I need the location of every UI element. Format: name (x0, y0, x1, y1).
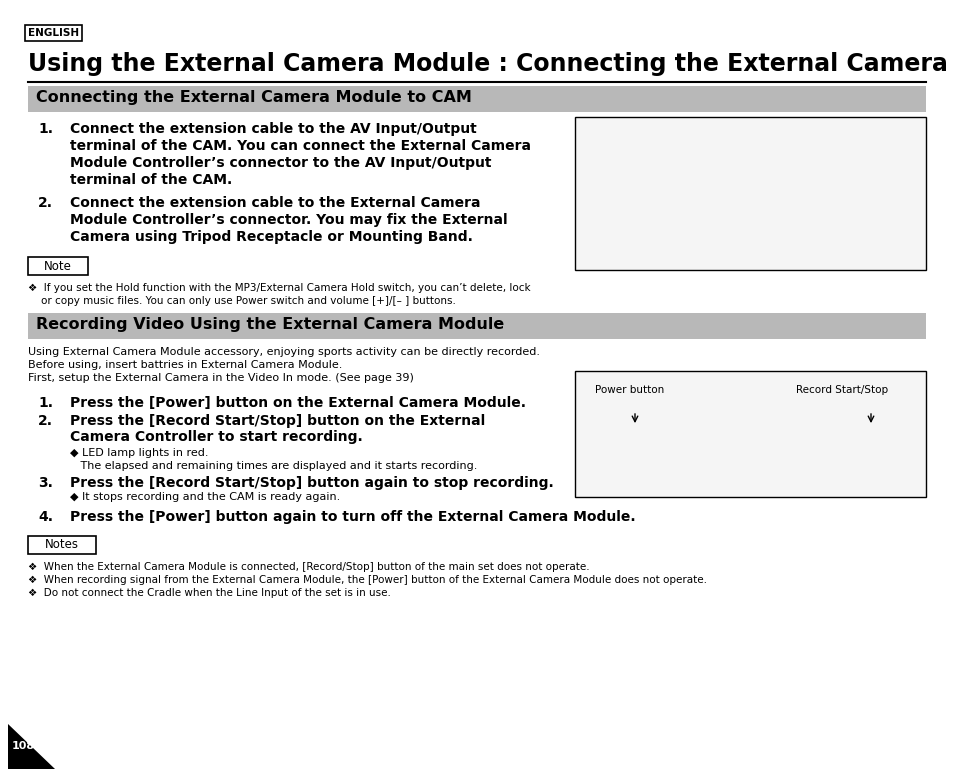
Text: Connect the extension cable to the External Camera: Connect the extension cable to the Exter… (70, 196, 480, 210)
Text: Using the External Camera Module : Connecting the External Camera Module: Using the External Camera Module : Conne… (28, 52, 953, 76)
Text: Press the [Power] button on the External Camera Module.: Press the [Power] button on the External… (70, 396, 525, 410)
Text: ❖  When the External Camera Module is connected, [Record/Stop] button of the mai: ❖ When the External Camera Module is con… (28, 562, 589, 572)
Text: Module Controller’s connector. You may fix the External: Module Controller’s connector. You may f… (70, 213, 507, 227)
Text: Connect the extension cable to the AV Input/Output: Connect the extension cable to the AV In… (70, 122, 476, 136)
Text: or copy music files. You can only use Power switch and volume [+]/[– ] buttons.: or copy music files. You can only use Po… (28, 296, 456, 306)
Text: Module Controller’s connector to the AV Input/Output: Module Controller’s connector to the AV … (70, 156, 491, 170)
Text: 2.: 2. (38, 414, 53, 428)
Text: Using External Camera Module accessory, enjoying sports activity can be directly: Using External Camera Module accessory, … (28, 347, 539, 357)
Text: 3.: 3. (38, 476, 52, 490)
Text: 1.: 1. (38, 122, 53, 136)
Text: Notes: Notes (45, 538, 79, 552)
Bar (575, 371, 925, 497)
Text: Power button: Power button (595, 385, 663, 395)
Text: The elapsed and remaining times are displayed and it starts recording.: The elapsed and remaining times are disp… (70, 461, 476, 471)
Text: ❖  When recording signal from the External Camera Module, the [Power] button of : ❖ When recording signal from the Externa… (28, 575, 706, 585)
Text: ENGLISH: ENGLISH (28, 28, 79, 38)
Bar (575, 117, 925, 270)
Bar (28, 257, 88, 275)
Text: Press the [Record Start/Stop] button on the External: Press the [Record Start/Stop] button on … (70, 414, 485, 428)
Text: Camera using Tripod Receptacle or Mounting Band.: Camera using Tripod Receptacle or Mounti… (70, 230, 473, 244)
Text: Press the [Record Start/Stop] button again to stop recording.: Press the [Record Start/Stop] button aga… (70, 476, 553, 490)
Text: ◆ LED lamp lights in red.: ◆ LED lamp lights in red. (70, 448, 209, 458)
Text: Before using, insert battries in External Camera Module.: Before using, insert battries in Externa… (28, 360, 342, 370)
Text: 2.: 2. (38, 196, 53, 210)
Text: First, setup the External Camera in the Video In mode. (See page 39): First, setup the External Camera in the … (28, 373, 414, 383)
Text: Camera Controller to start recording.: Camera Controller to start recording. (70, 430, 362, 444)
Text: ❖  Do not connect the Cradle when the Line Input of the set is in use.: ❖ Do not connect the Cradle when the Lin… (28, 588, 391, 598)
Text: terminal of the CAM.: terminal of the CAM. (70, 173, 232, 187)
Text: terminal of the CAM. You can connect the External Camera: terminal of the CAM. You can connect the… (70, 139, 531, 153)
Text: Press the [Power] button again to turn off the External Camera Module.: Press the [Power] button again to turn o… (70, 510, 635, 524)
Text: 1.: 1. (38, 396, 53, 410)
Text: Connecting the External Camera Module to CAM: Connecting the External Camera Module to… (36, 90, 472, 105)
Text: Note: Note (44, 259, 71, 273)
Text: 108: 108 (12, 741, 35, 751)
Text: Record Start/Stop: Record Start/Stop (795, 385, 887, 395)
Bar (28, 536, 96, 554)
Bar (28, 313, 925, 339)
Polygon shape (8, 724, 55, 769)
Text: ◆ It stops recording and the CAM is ready again.: ◆ It stops recording and the CAM is read… (70, 492, 340, 502)
Text: Recording Video Using the External Camera Module: Recording Video Using the External Camer… (36, 317, 504, 332)
Text: 4.: 4. (38, 510, 53, 524)
Text: ❖  If you set the Hold function with the MP3/External Camera Hold switch, you ca: ❖ If you set the Hold function with the … (28, 283, 530, 293)
Bar (28, 86, 925, 112)
